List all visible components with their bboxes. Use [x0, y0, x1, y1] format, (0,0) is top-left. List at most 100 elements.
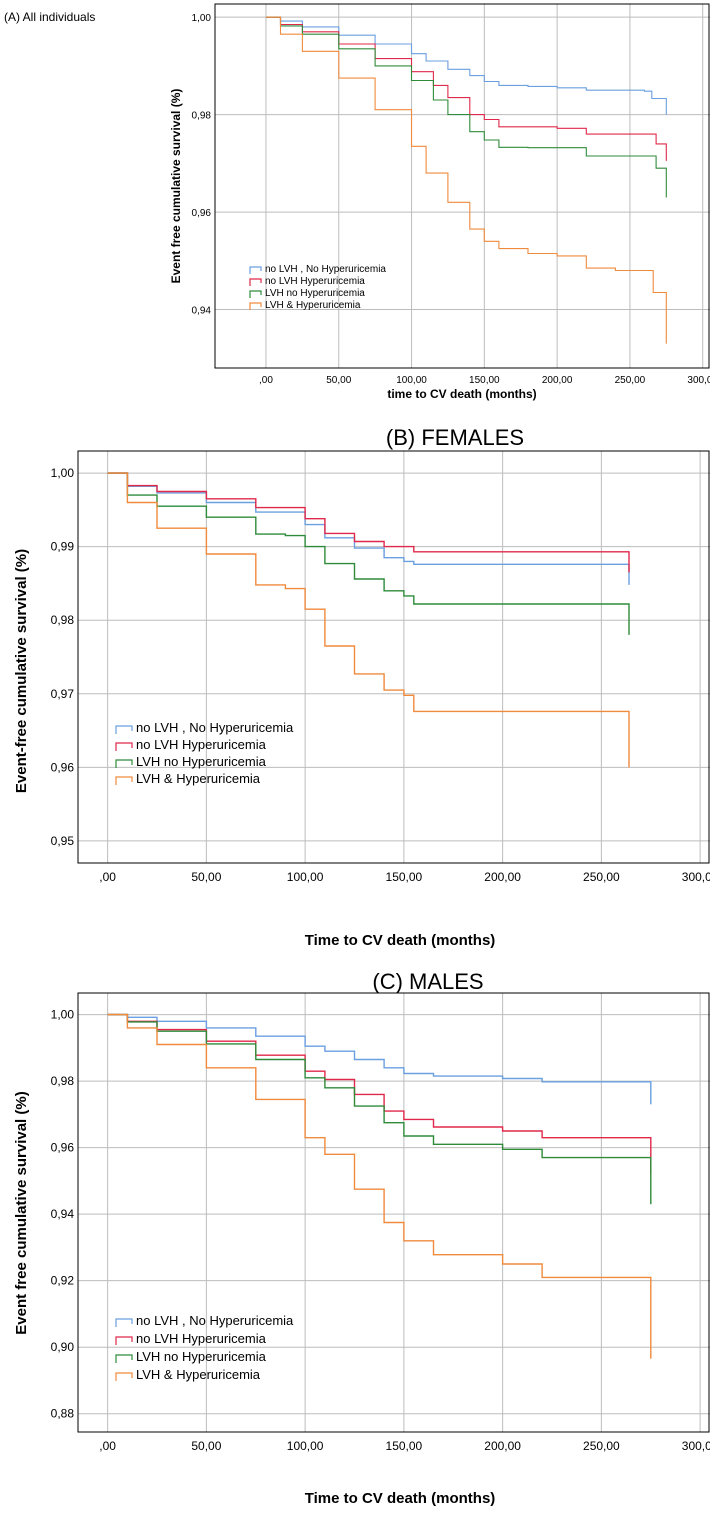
legend-entry: LVH no Hyperuricemia [136, 754, 267, 769]
chart-title: (B) FEMALES [386, 425, 524, 450]
x-tick-label: 200,00 [484, 870, 521, 884]
y-tick-label: 0,92 [51, 1274, 75, 1288]
y-tick-label: 0,96 [192, 208, 212, 219]
x-tick-label: ,00 [259, 375, 273, 386]
x-tick-label: 300,00 [682, 870, 710, 884]
y-tick-label: 0,95 [51, 834, 75, 848]
legend-entry: LVH no Hyperuricemia [136, 1349, 267, 1364]
y-tick-label: 0,88 [51, 1407, 75, 1421]
chart-c: (C) MALES Event free cumulative survival… [13, 969, 710, 1507]
series-line-3 [266, 16, 667, 198]
y-tick-label: 1,00 [51, 1008, 75, 1022]
legend-entry: no LVH Hyperuricemia [136, 737, 267, 752]
x-tick-label: 150,00 [386, 870, 423, 884]
x-tick-label: 50,00 [191, 870, 221, 884]
legend-entry: no LVH Hyperuricemia [265, 276, 365, 287]
y-tick-label: 1,00 [192, 13, 212, 24]
series-line-1 [266, 16, 667, 115]
y-tick-label: 0,94 [192, 306, 212, 317]
y-tick-label: 0,97 [51, 687, 75, 701]
legend-swatch [115, 1336, 133, 1345]
plot-frame [77, 450, 710, 864]
y-tick-label: 0,99 [51, 540, 75, 554]
legend-swatch [249, 278, 262, 286]
panel-a: (A) All individuals Event free cumulativ… [0, 0, 710, 415]
x-tick-label: 150,00 [469, 375, 500, 386]
y-tick-label: 0,98 [51, 1074, 75, 1088]
legend-entry: no LVH , No Hyperuricemia [265, 264, 386, 275]
x-tick-label: 250,00 [615, 375, 646, 386]
legend-entry: no LVH , No Hyperuricemia [136, 720, 294, 735]
series-line-2 [107, 1013, 652, 1175]
chart-a: (A) All individuals Event free cumulativ… [4, 3, 710, 401]
x-tick-label: 200,00 [542, 375, 573, 386]
legend-swatch [249, 290, 262, 298]
y-tick-label: 0,94 [51, 1207, 75, 1221]
x-tick-label: 100,00 [287, 1439, 324, 1453]
y-axis-label: Event free cumulative survival (%) [13, 1091, 30, 1334]
legend-swatch [115, 776, 133, 785]
x-tick-label: 200,00 [484, 1439, 521, 1453]
series-line-1 [107, 472, 630, 585]
legend-swatch [115, 1318, 133, 1327]
y-tick-label: 0,98 [192, 111, 212, 122]
y-axis-label: Event-free cumulative survival (%) [13, 549, 30, 793]
x-tick-label: ,00 [99, 870, 116, 884]
panel-a-label: (A) All individuals [4, 10, 95, 24]
series-line-2 [107, 472, 630, 573]
legend-entry: LVH & Hyperuricemia [136, 1367, 261, 1382]
chart-title: (C) MALES [372, 969, 483, 994]
x-tick-label: 50,00 [326, 375, 351, 386]
panel-b: (B) FEMALES Event-free cumulative surviv… [0, 415, 710, 955]
legend-entry: LVH & Hyperuricemia [265, 300, 361, 311]
x-tick-label: 50,00 [191, 1439, 221, 1453]
x-tick-label: ,00 [99, 1439, 116, 1453]
plot-frame [77, 992, 710, 1433]
series-line-2 [266, 16, 667, 161]
x-tick-label: 300,00 [682, 1439, 710, 1453]
legend-entry: LVH no Hyperuricemia [265, 288, 365, 299]
plot-frame [214, 3, 710, 369]
gridlines [78, 451, 710, 863]
legend-swatch [115, 1372, 133, 1381]
series-lines [107, 472, 630, 768]
x-axis-label: Time to CV death (months) [305, 1490, 496, 1507]
x-tick-label: 150,00 [386, 1439, 423, 1453]
series-line-4 [266, 16, 667, 344]
legend-swatch [115, 742, 133, 751]
series-line-1 [107, 1013, 652, 1105]
legend: no LVH , No Hyperuricemia no LVH Hyperuri… [115, 1313, 294, 1382]
x-tick-label: 100,00 [396, 375, 427, 386]
legend-swatch [249, 302, 262, 310]
x-axis-label: Time to CV death (months) [305, 932, 496, 949]
x-tick-label: 250,00 [583, 1439, 620, 1453]
x-tick-label: 250,00 [583, 870, 620, 884]
legend-swatch [249, 266, 262, 274]
series-line-4 [107, 1013, 652, 1359]
series-lines [107, 1013, 652, 1359]
legend-entry: LVH & Hyperuricemia [136, 771, 261, 786]
series-lines [266, 16, 667, 344]
y-tick-label: 0,98 [51, 613, 75, 627]
legend-swatch [115, 759, 133, 768]
legend: no LVH , No Hyperuricemia no LVH Hyperuri… [115, 720, 294, 786]
gridlines [215, 4, 710, 368]
legend-swatch [115, 725, 133, 734]
series-line-4 [107, 472, 630, 768]
chart-b: (B) FEMALES Event-free cumulative surviv… [13, 425, 710, 949]
y-tick-label: 0,90 [51, 1340, 75, 1354]
legend-entry: no LVH Hyperuricemia [136, 1331, 267, 1346]
y-tick-label: 0,96 [51, 760, 75, 774]
y-tick-label: 1,00 [51, 466, 75, 480]
y-axis-label: Event free cumulative survival (%) [169, 89, 183, 284]
legend-entry: no LVH , No Hyperuricemia [136, 1313, 294, 1328]
series-line-3 [107, 472, 630, 635]
series-line-3 [107, 1013, 652, 1205]
panel-c: (C) MALES Event free cumulative survival… [0, 955, 710, 1516]
y-tick-label: 0,96 [51, 1141, 75, 1155]
x-tick-label: 300,00 [687, 375, 710, 386]
x-axis-label: time to CV death (months) [387, 387, 536, 401]
legend-swatch [115, 1354, 133, 1363]
x-tick-label: 100,00 [287, 870, 324, 884]
